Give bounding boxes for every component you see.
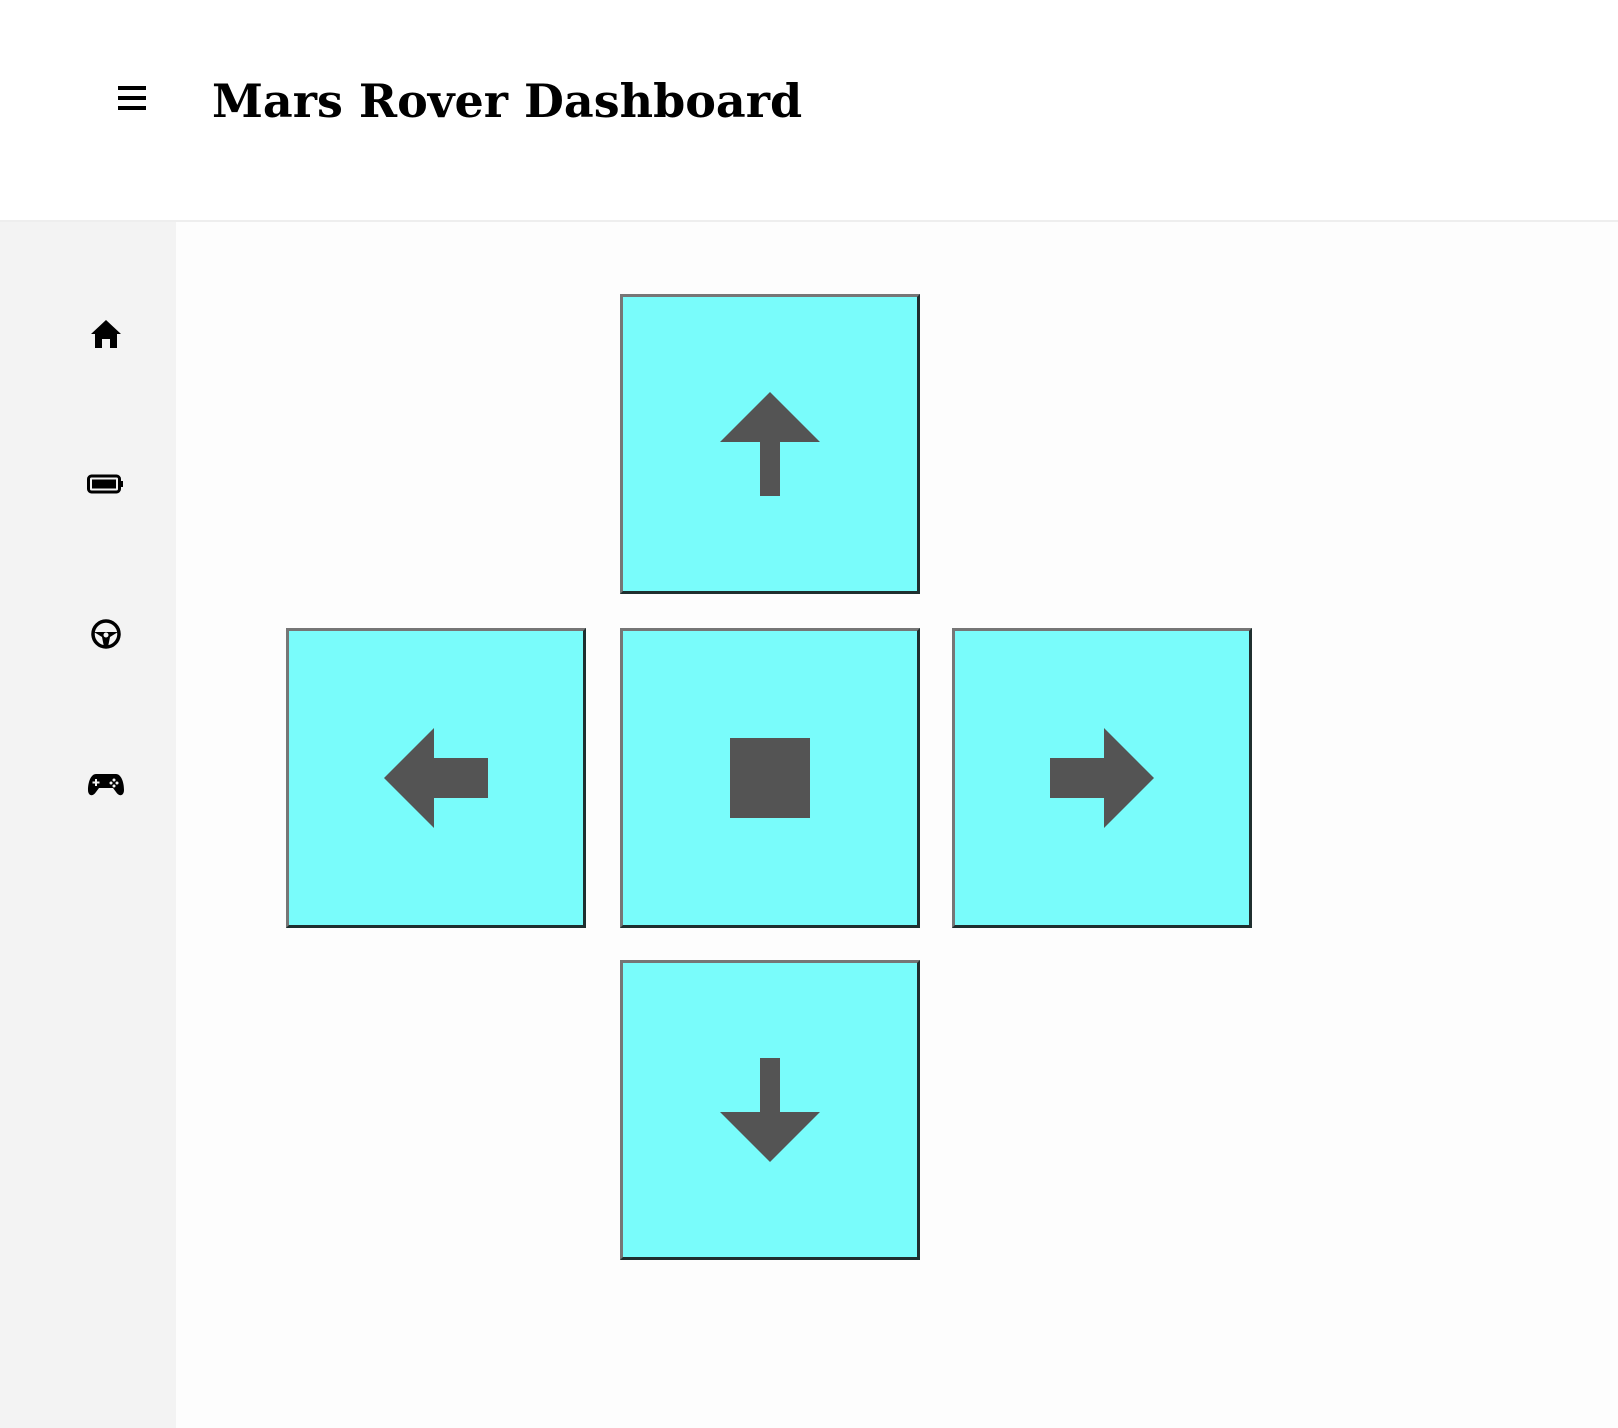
sidebar (0, 222, 176, 1428)
stop-icon (730, 738, 810, 818)
arrow-up-icon (720, 392, 820, 496)
sidebar-item-controller[interactable] (74, 752, 138, 816)
stop-button[interactable] (620, 628, 920, 928)
forward-button[interactable] (620, 294, 920, 594)
steering-wheel-icon (91, 619, 121, 649)
app-header: Mars Rover Dashboard (0, 0, 1618, 222)
turn-right-button[interactable] (952, 628, 1252, 928)
menu-button[interactable] (108, 74, 156, 122)
sidebar-item-home[interactable] (74, 302, 138, 366)
backward-button[interactable] (620, 960, 920, 1260)
arrow-right-icon (1050, 728, 1154, 828)
gamepad-icon (88, 774, 124, 796)
sidebar-item-drive[interactable] (74, 602, 138, 666)
arrow-down-icon (720, 1058, 820, 1162)
main-content (176, 222, 1618, 1428)
sidebar-item-battery[interactable] (74, 452, 138, 516)
hamburger-menu-icon (118, 86, 146, 110)
arrow-left-icon (384, 728, 488, 828)
page-title: Mars Rover Dashboard (212, 74, 803, 128)
turn-left-button[interactable] (286, 628, 586, 928)
home-icon (91, 320, 121, 348)
battery-icon (87, 474, 123, 494)
